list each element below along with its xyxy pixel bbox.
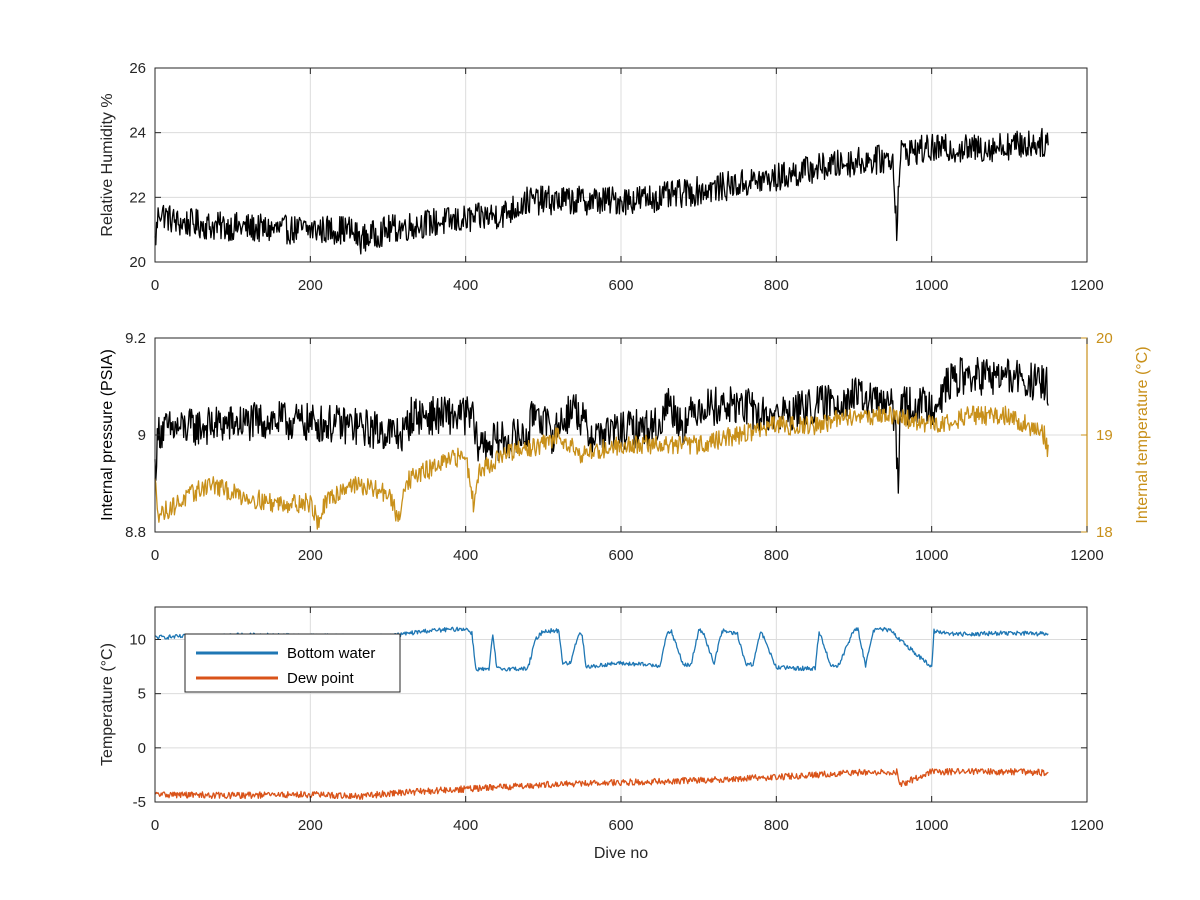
- x-tick-label: 0: [151, 817, 159, 834]
- y-tick-label: 8.8: [125, 524, 146, 541]
- y-tick-label: 9.2: [125, 330, 146, 347]
- humidity-line: [154, 127, 1049, 255]
- y-tick-label: 0: [138, 740, 146, 757]
- y-axis-label: Temperature (°C): [99, 643, 116, 766]
- legend-entry: Dew point: [287, 670, 355, 687]
- x-tick-label: 1200: [1070, 547, 1103, 564]
- y-tick-label: -5: [133, 794, 146, 811]
- x-tick-label: 600: [608, 277, 633, 294]
- right-y-tick-label: 18: [1096, 524, 1113, 541]
- right-y-tick-label: 19: [1096, 427, 1113, 444]
- x-tick-label: 1000: [915, 547, 948, 564]
- legend-box: [184, 633, 401, 693]
- x-tick-label: 1200: [1070, 277, 1103, 294]
- x-tick-label: 800: [764, 817, 789, 834]
- x-tick-label: 200: [298, 547, 323, 564]
- right-y-tick-label: 20: [1096, 330, 1113, 347]
- y-axis-label: Internal pressure (PSIA): [99, 349, 116, 521]
- pressure-line: [154, 357, 1049, 494]
- y-tick-label: 9: [138, 427, 146, 444]
- x-tick-label: 0: [151, 277, 159, 294]
- x-tick-label: 400: [453, 277, 478, 294]
- x-axis-label: Dive no: [594, 845, 648, 862]
- legend: Bottom water Dew point: [184, 633, 401, 693]
- y-tick-label: 22: [129, 189, 146, 206]
- x-tick-label: 1000: [915, 277, 948, 294]
- x-tick-label: 600: [608, 547, 633, 564]
- y-tick-label: 10: [129, 632, 146, 649]
- x-tick-label: 800: [764, 277, 789, 294]
- y-axis-label: Relative Humidity %: [99, 93, 116, 236]
- x-tick-label: 1000: [915, 817, 948, 834]
- x-tick-label: 0: [151, 547, 159, 564]
- dew-point-line: [154, 767, 1049, 801]
- internal-temp-line: [154, 405, 1049, 530]
- y-tick-label: 24: [129, 125, 146, 142]
- x-tick-label: 1200: [1070, 817, 1103, 834]
- x-tick-label: 200: [298, 277, 323, 294]
- right-y-axis-label: Internal temperature (°C): [1134, 346, 1151, 523]
- humidity-panel: 0 200 400 600 800 1000 1200 20 22 24 26 Relative Hu…: [99, 60, 1104, 294]
- x-tick-label: 600: [608, 817, 633, 834]
- x-tick-label: 200: [298, 817, 323, 834]
- pressure-temperature-panel: 0 200 400 600 800 1000 1200 8.8 9 9.2 18 19 20 Intern…: [99, 330, 1151, 564]
- x-tick-label: 400: [453, 547, 478, 564]
- water-dewpoint-panel: 0 200 400 600 800 1000 1200 -5 0 5 10 Temperature (…: [99, 606, 1104, 862]
- y-tick-label: 26: [129, 60, 146, 77]
- y-tick-label: 5: [138, 686, 146, 703]
- y-tick-label: 20: [129, 254, 146, 271]
- x-tick-label: 400: [453, 817, 478, 834]
- x-tick-label: 800: [764, 547, 789, 564]
- legend-entry: Bottom water: [287, 645, 375, 662]
